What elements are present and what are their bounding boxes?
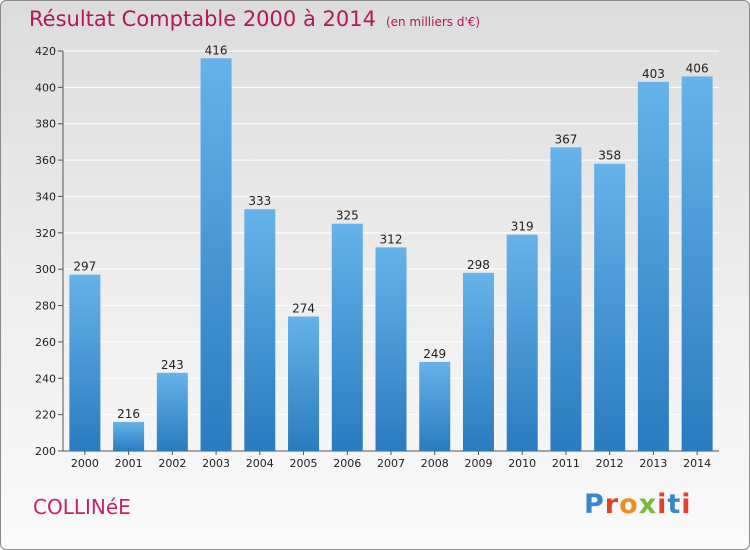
logo-letter: r [604,489,620,520]
y-tick-label-260: 260 [35,336,56,349]
x-tick-label-2011: 2011 [552,457,580,470]
value-label-2004: 333 [248,194,271,208]
logo-letter: t [667,489,682,520]
value-label-2005: 274 [292,301,315,315]
bar-2013 [637,81,669,451]
title-text: Résultat Comptable 2000 à 2014 [29,7,376,31]
value-label-2011: 367 [554,132,577,146]
x-tick-label-2013: 2013 [639,457,667,470]
x-tick-label-2000: 2000 [71,457,99,470]
bar-2008 [419,361,451,451]
x-tick-label-2006: 2006 [333,457,361,470]
bar-2005 [288,316,320,451]
y-tick-label-340: 340 [35,190,56,203]
bar-2014 [681,76,713,452]
x-tick-label-2012: 2012 [596,457,624,470]
x-tick-label-2014: 2014 [683,457,711,470]
logo-letter: i [657,489,668,520]
value-label-2014: 406 [686,61,709,75]
y-tick-label-420: 420 [35,45,56,58]
bar-2012 [594,163,626,451]
y-tick-label-300: 300 [35,263,56,276]
bar-2009 [462,272,494,451]
x-tick-label-2007: 2007 [377,457,405,470]
value-label-2003: 416 [205,43,228,57]
x-tick-label-2002: 2002 [158,457,186,470]
bar-2001 [113,421,145,451]
y-tick-label-240: 240 [35,372,56,385]
logo-letter: x [638,489,658,520]
logo-letter: P [584,489,605,520]
y-tick-label-280: 280 [35,300,56,313]
value-label-2000: 297 [73,260,96,274]
y-tick-label-380: 380 [35,118,56,131]
y-tick-label-360: 360 [35,154,56,167]
chart-subtitle: (en milliers d'€) [385,15,481,29]
logo-letter: i [681,489,692,520]
y-tick-label-320: 320 [35,227,56,240]
commune-name: COLLINéE [33,495,131,519]
x-tick-label-2001: 2001 [115,457,143,470]
bar-2002 [156,372,188,451]
bars [69,58,713,452]
bar-2004 [244,209,276,451]
value-label-2013: 403 [642,67,665,81]
x-tick-label-2003: 2003 [202,457,230,470]
bar-2000 [69,274,101,451]
value-label-2010: 319 [511,220,534,234]
value-label-2007: 312 [380,232,403,246]
bar-2006 [331,223,363,451]
logo-letter: o [619,489,639,520]
proxiti-logo[interactable]: Proxiti [584,489,692,520]
x-tick-label-2008: 2008 [421,457,449,470]
x-tick-label-2010: 2010 [508,457,536,470]
value-label-2002: 243 [161,358,184,372]
value-label-2009: 298 [467,258,490,272]
chart-title: Résultat Comptable 2000 à 2014 (en millie… [29,7,480,31]
value-label-2012: 358 [598,149,621,163]
x-tick-label-2009: 2009 [464,457,492,470]
x-tick-label-2005: 2005 [290,457,318,470]
x-tick-label-2004: 2004 [246,457,274,470]
labels: 297 2000 216 2001 243 2002 416 2003 333 2004 274 20… [71,43,711,470]
y-tick-label-220: 220 [35,409,56,422]
value-label-2008: 249 [423,347,446,361]
y-tick-label-200: 200 [35,445,56,458]
bar-2011 [550,147,582,451]
bar-2003 [200,58,232,451]
value-label-2006: 325 [336,209,359,223]
value-label-2001: 216 [117,407,140,421]
bar-2010 [506,234,538,451]
y-tick-label-400: 400 [35,81,56,94]
bar-2007 [375,247,407,451]
